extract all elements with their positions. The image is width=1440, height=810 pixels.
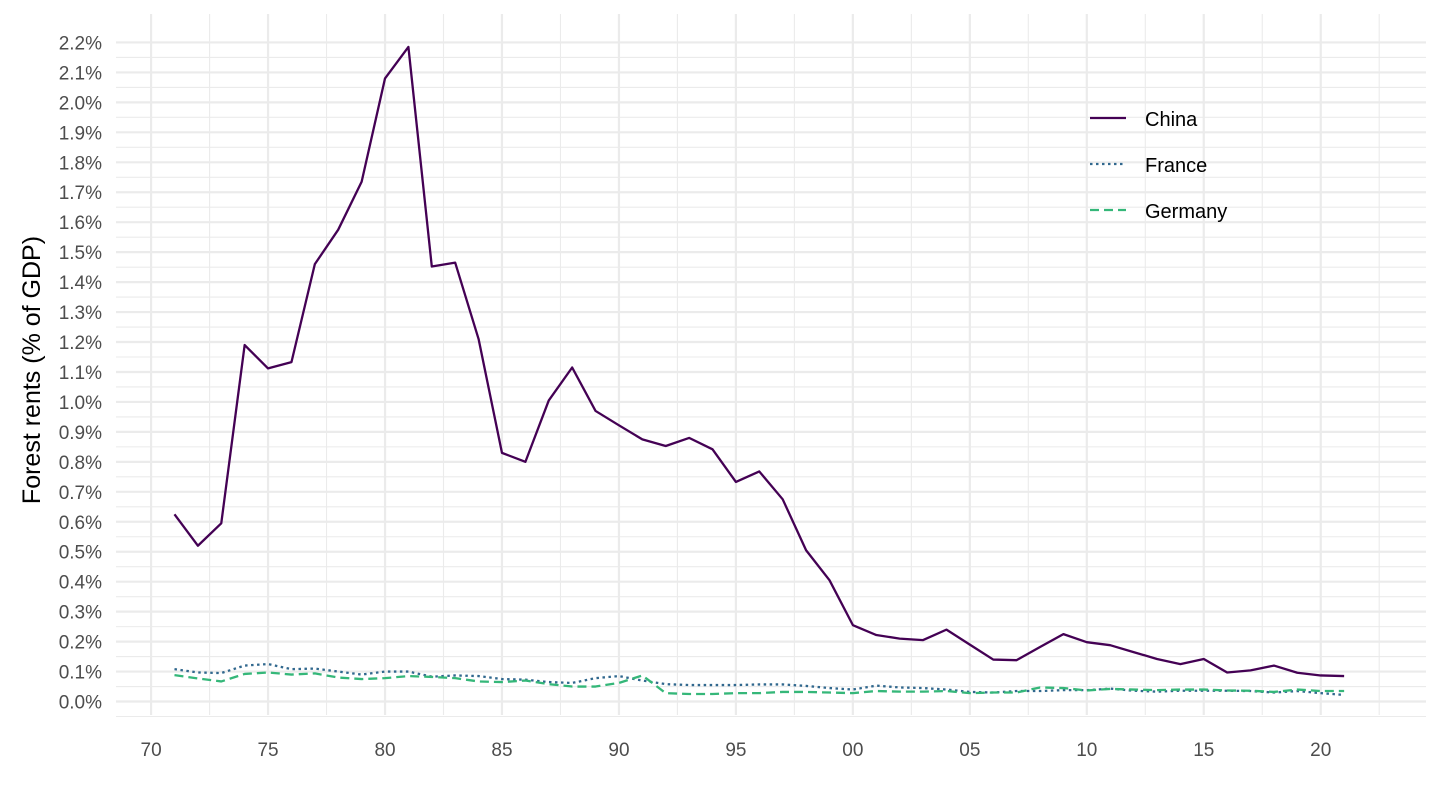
y-tick-label: 1.6% — [59, 213, 102, 234]
y-tick-label: 0.4% — [59, 573, 102, 594]
x-tick-label: 70 — [141, 740, 162, 761]
y-tick-label: 0.0% — [59, 693, 102, 714]
major-gridlines — [116, 14, 1426, 715]
series-lines — [173, 45, 1345, 697]
minor-gridlines — [116, 14, 1426, 718]
y-tick-label: 0.6% — [59, 513, 102, 534]
y-tick-label: 0.2% — [59, 633, 102, 654]
series-line-france — [174, 662, 1345, 697]
y-tick-label: 2.0% — [59, 93, 102, 114]
x-tick-label: 80 — [374, 740, 395, 761]
y-tick-label: 2.2% — [59, 33, 102, 54]
legend-label-china: China — [1145, 109, 1198, 131]
y-tick-label: 0.1% — [59, 663, 102, 684]
x-axis-tick-labels: 70 75 80 85 90 95 00 05 10 15 20 — [141, 740, 1332, 761]
y-tick-label: 0.3% — [59, 603, 102, 624]
legend-label-germany: Germany — [1145, 201, 1227, 223]
y-tick-label: 0.5% — [59, 543, 102, 564]
y-tick-label: 0.7% — [59, 483, 102, 504]
x-tick-label: 95 — [725, 740, 746, 761]
x-tick-label: 00 — [842, 740, 863, 761]
legend: China France Germany — [1090, 109, 1227, 223]
y-tick-label: 1.2% — [59, 333, 102, 354]
y-tick-label: 1.1% — [59, 363, 102, 384]
y-tick-label: 1.9% — [59, 123, 102, 144]
y-tick-label: 1.4% — [59, 273, 102, 294]
y-tick-label: 2.1% — [59, 63, 102, 84]
y-axis-tick-labels: 0.0% 0.1% 0.2% 0.3% 0.4% 0.5% 0.6% 0.7% 0.8% 0.9%… — [59, 33, 102, 713]
y-tick-label: 1.0% — [59, 393, 102, 414]
y-tick-label: 1.5% — [59, 243, 102, 264]
series-line-germany — [174, 671, 1345, 696]
x-tick-label: 75 — [257, 740, 278, 761]
x-tick-label: 85 — [491, 740, 512, 761]
x-tick-label: 15 — [1193, 740, 1214, 761]
y-axis-title: Forest rents (% of GDP) — [18, 236, 46, 504]
y-tick-label: 0.8% — [59, 453, 102, 474]
x-tick-label: 05 — [959, 740, 980, 761]
y-tick-label: 1.8% — [59, 153, 102, 174]
legend-label-france: France — [1145, 155, 1207, 177]
x-tick-label: 10 — [1076, 740, 1097, 761]
y-tick-label: 1.3% — [59, 303, 102, 324]
x-tick-label: 20 — [1310, 740, 1331, 761]
x-tick-label: 90 — [608, 740, 629, 761]
y-tick-label: 0.9% — [59, 423, 102, 444]
series-line-china — [173, 45, 1345, 678]
y-tick-label: 1.7% — [59, 183, 102, 204]
